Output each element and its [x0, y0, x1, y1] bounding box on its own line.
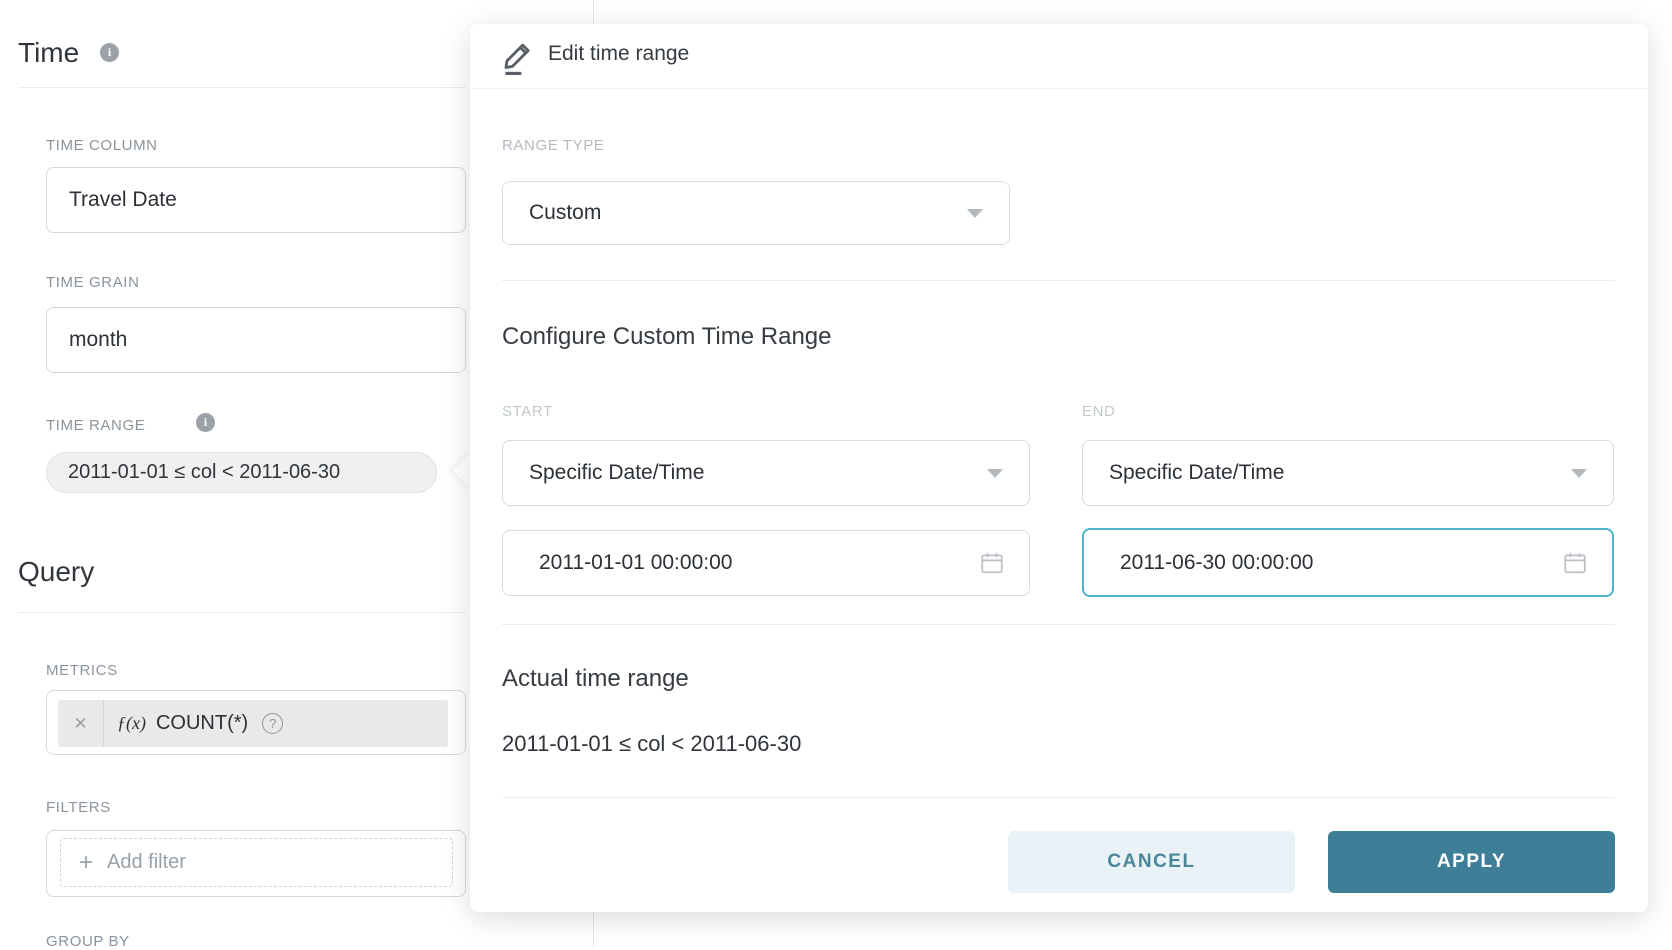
time-section-title: Time — [18, 37, 80, 68]
modal-title: Edit time range — [548, 42, 690, 65]
cancel-button[interactable]: CANCEL — [1008, 831, 1295, 893]
range-type-select[interactable]: Custom — [502, 181, 1010, 245]
actual-time-range-heading: Actual time range — [502, 665, 689, 692]
chevron-down-icon — [967, 208, 983, 218]
remove-metric-icon[interactable]: ✕ — [73, 713, 88, 733]
start-datetime-field[interactable] — [502, 530, 1030, 596]
end-datetime-input[interactable] — [1084, 550, 1562, 575]
edit-pencil-icon — [500, 36, 540, 78]
time-column-value: Travel Date — [69, 188, 177, 211]
metric-chip-count[interactable]: ✕ ƒ(x) COUNT(*) ? — [58, 700, 448, 747]
end-datetime-field[interactable] — [1082, 528, 1614, 597]
metrics-label: METRICS — [46, 662, 118, 679]
time-column-select[interactable]: Travel Date — [46, 167, 466, 233]
actual-time-range-value: 2011-01-01 ≤ col < 2011-06-30 — [502, 731, 802, 756]
filters-label: FILTERS — [46, 799, 111, 816]
group-by-label: GROUP BY — [46, 933, 130, 950]
divider — [18, 87, 466, 88]
apply-button[interactable]: APPLY — [1328, 831, 1615, 893]
range-type-value: Custom — [529, 201, 602, 224]
time-range-label: TIME RANGE — [46, 417, 146, 434]
calendar-icon[interactable] — [979, 550, 1005, 576]
end-label: END — [1082, 403, 1116, 420]
time-grain-value: month — [69, 328, 128, 351]
filters-field — [46, 830, 466, 897]
time-range-pill[interactable]: 2011-01-01 ≤ col < 2011-06-30 — [46, 452, 437, 493]
end-mode-select[interactable]: Specific Date/Time — [1082, 440, 1614, 506]
modal-divider — [502, 624, 1615, 625]
calendar-icon[interactable] — [1562, 550, 1588, 576]
time-range-info-icon[interactable]: i — [196, 413, 215, 432]
modal-footer-divider — [502, 797, 1615, 798]
time-grain-select[interactable]: month — [46, 307, 466, 373]
divider — [18, 612, 466, 613]
start-label: START — [502, 403, 553, 420]
end-mode-value: Specific Date/Time — [1109, 461, 1285, 484]
start-mode-select[interactable]: Specific Date/Time — [502, 440, 1030, 506]
add-filter-label: Add filter — [107, 851, 186, 873]
time-grain-label: TIME GRAIN — [46, 274, 140, 291]
chip-separator — [103, 700, 104, 747]
time-range-pill-value: 2011-01-01 ≤ col < 2011-06-30 — [68, 461, 341, 483]
modal-divider — [502, 280, 1615, 281]
metric-help-icon[interactable]: ? — [262, 713, 284, 734]
query-section-title: Query — [18, 556, 95, 587]
range-type-label: RANGE TYPE — [502, 137, 605, 154]
plus-icon: + — [79, 848, 94, 876]
time-column-label: TIME COLUMN — [46, 137, 158, 154]
function-icon: ƒ(x) — [117, 713, 146, 733]
add-filter-button[interactable]: + Add filter — [60, 838, 453, 887]
modal-header-divider — [470, 88, 1648, 89]
start-datetime-input[interactable] — [503, 551, 979, 575]
chevron-down-icon — [987, 468, 1003, 478]
time-info-icon[interactable]: i — [100, 43, 119, 62]
metric-chip-label: COUNT(*) — [155, 712, 249, 734]
chevron-down-icon — [1571, 468, 1587, 478]
start-mode-value: Specific Date/Time — [529, 461, 705, 484]
configure-heading: Configure Custom Time Range — [502, 323, 832, 350]
